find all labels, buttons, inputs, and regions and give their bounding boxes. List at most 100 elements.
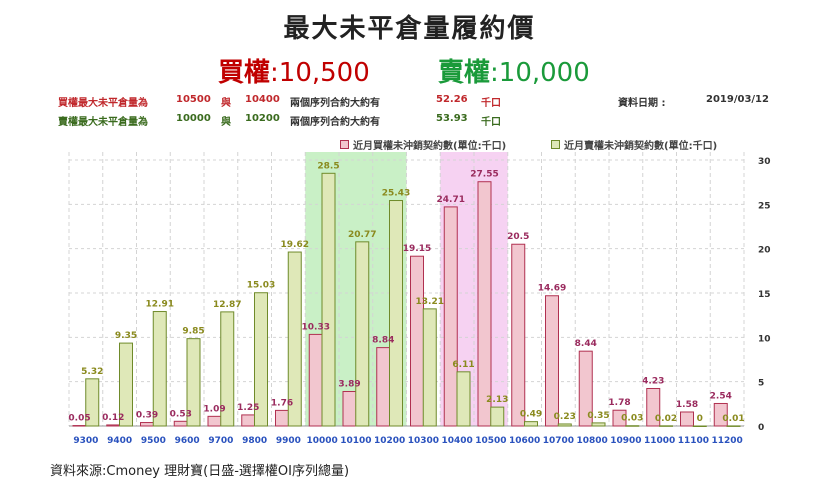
legend-put-label: 近月賣權未沖銷契約數(單位:千口) bbox=[564, 141, 718, 152]
put-info-strike1: 10000 bbox=[176, 113, 211, 124]
put-value-label: 15.03 bbox=[247, 281, 275, 291]
put-value-label: 12.87 bbox=[213, 300, 241, 310]
call-value-label: 19.15 bbox=[403, 244, 431, 254]
put-info-prefix: 賣權最大未平倉量為 bbox=[58, 117, 148, 128]
call-bar bbox=[680, 411, 694, 427]
call-bar bbox=[308, 333, 323, 427]
call-bar bbox=[511, 243, 526, 427]
put-info-unit: 千口 bbox=[481, 117, 501, 128]
put-value-label: 2.13 bbox=[486, 395, 508, 405]
put-bar bbox=[254, 292, 268, 427]
put-bar bbox=[119, 342, 133, 427]
legend-put: 近月賣權未沖銷契約數(單位:千口) bbox=[551, 137, 717, 152]
put-info-conj: 與 bbox=[221, 117, 231, 128]
put-bar bbox=[524, 421, 538, 427]
call-bar bbox=[410, 255, 424, 427]
call-bar bbox=[106, 424, 121, 427]
x-tick-label: 10200 bbox=[374, 436, 405, 446]
put-value-label: 0.49 bbox=[520, 410, 542, 420]
x-tick-label: 10000 bbox=[306, 436, 337, 446]
x-tick-label: 9800 bbox=[242, 436, 267, 446]
put-max-label: 賣權 bbox=[438, 58, 491, 88]
call-bar bbox=[713, 402, 728, 427]
y-tick-label: 0 bbox=[758, 423, 764, 433]
put-info-amount: 53.93 bbox=[436, 113, 468, 124]
x-tick-label: 9400 bbox=[107, 436, 132, 446]
put-value-label: 12.91 bbox=[146, 300, 174, 310]
x-tick-label: 9700 bbox=[208, 436, 233, 446]
call-max-label: 買權 bbox=[218, 58, 271, 88]
put-value-label: 0.02 bbox=[655, 414, 677, 424]
x-tick-label: 11000 bbox=[644, 436, 675, 446]
put-value-label: 20.77 bbox=[348, 230, 376, 240]
put-info-strike2: 10200 bbox=[245, 113, 280, 124]
call-value-label: 1.78 bbox=[608, 398, 630, 408]
put-max-strike: 賣權:10,000 bbox=[438, 52, 590, 89]
call-bar bbox=[342, 391, 357, 427]
call-info-strike2: 10400 bbox=[245, 94, 280, 105]
put-bar bbox=[625, 425, 640, 427]
put-max-value: :10,000 bbox=[490, 58, 590, 88]
call-info-amount: 52.26 bbox=[436, 94, 468, 105]
x-tick-label: 11200 bbox=[711, 436, 742, 446]
call-value-label: 1.58 bbox=[676, 400, 698, 410]
y-tick-label: 10 bbox=[758, 334, 771, 344]
put-bar bbox=[557, 423, 572, 427]
put-bar bbox=[355, 241, 370, 427]
put-bar bbox=[726, 425, 741, 427]
x-tick-label: 10800 bbox=[576, 436, 607, 446]
call-value-label: 1.09 bbox=[203, 404, 225, 414]
call-value-label: 1.76 bbox=[271, 398, 293, 408]
put-value-label: 19.62 bbox=[281, 240, 309, 250]
call-bar bbox=[275, 409, 289, 427]
x-tick-label: 9900 bbox=[276, 436, 301, 446]
call-bar bbox=[376, 347, 391, 427]
y-tick-label: 20 bbox=[758, 246, 771, 256]
call-value-label: 0.12 bbox=[102, 413, 124, 423]
put-bar bbox=[152, 311, 167, 427]
put-bar bbox=[389, 200, 403, 427]
legend-call-swatch bbox=[340, 140, 349, 149]
x-tick-label: 10500 bbox=[475, 436, 506, 446]
call-bar bbox=[477, 181, 492, 427]
call-value-label: 3.89 bbox=[338, 380, 360, 390]
put-value-label: 25.43 bbox=[382, 189, 410, 199]
x-tick-label: 10400 bbox=[441, 436, 472, 446]
call-bar bbox=[140, 422, 154, 427]
call-max-strike: 買權:10,500 bbox=[218, 52, 370, 89]
call-bar bbox=[646, 387, 661, 427]
call-value-label: 27.55 bbox=[470, 170, 498, 180]
put-bar bbox=[456, 371, 471, 427]
call-value-label: 0.05 bbox=[68, 414, 90, 424]
legend-call: 近月買權未沖銷契約數(單位:千口) bbox=[340, 137, 506, 152]
chart-title: 最大未平倉量履約價 bbox=[283, 14, 536, 44]
put-bar bbox=[659, 425, 673, 427]
call-value-label: 0.39 bbox=[136, 411, 158, 421]
call-bar bbox=[612, 409, 627, 427]
call-bar bbox=[578, 350, 593, 427]
call-bar bbox=[241, 414, 256, 427]
put-value-label: 28.5 bbox=[317, 161, 339, 171]
put-info-desc: 兩個序列合約大約有 bbox=[290, 117, 380, 128]
y-tick-label: 5 bbox=[758, 379, 764, 389]
put-value-label: 0.03 bbox=[621, 414, 643, 424]
legend-call-label: 近月買權未沖銷契約數(單位:千口) bbox=[353, 141, 507, 152]
call-value-label: 24.71 bbox=[437, 195, 465, 205]
call-bar bbox=[173, 420, 188, 427]
call-info-conj: 與 bbox=[221, 98, 231, 109]
call-info-unit: 千口 bbox=[481, 98, 501, 109]
call-info-strike1: 10500 bbox=[176, 94, 211, 105]
x-tick-label: 10900 bbox=[610, 436, 641, 446]
x-tick-label: 9500 bbox=[141, 436, 166, 446]
call-max-value: :10,500 bbox=[270, 58, 370, 88]
put-bar bbox=[422, 308, 437, 427]
call-value-label: 8.84 bbox=[372, 336, 394, 346]
y-tick-label: 15 bbox=[758, 290, 771, 300]
date-value: 2019/03/12 bbox=[706, 94, 769, 105]
put-bar bbox=[85, 378, 100, 427]
y-tick-label: 25 bbox=[758, 201, 771, 211]
call-value-label: 14.69 bbox=[538, 284, 566, 294]
call-value-label: 2.54 bbox=[710, 391, 732, 401]
x-tick-label: 9300 bbox=[73, 436, 98, 446]
